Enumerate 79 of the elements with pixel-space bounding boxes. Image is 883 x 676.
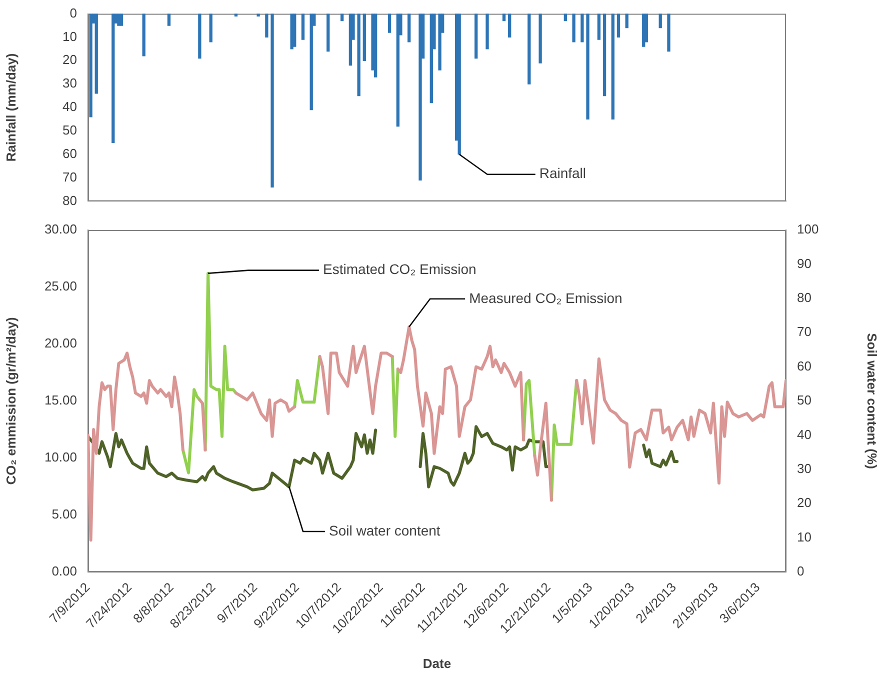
y-tick-label: 15.00	[44, 392, 77, 408]
bar	[572, 14, 576, 42]
bar	[142, 14, 146, 56]
bar	[340, 14, 344, 22]
y2-tick-label: 0	[797, 564, 804, 579]
y2-tick-label: 10	[797, 529, 812, 544]
y-tick-label: 25.00	[44, 278, 77, 294]
bar	[502, 14, 506, 22]
bar	[290, 14, 294, 50]
bar	[265, 14, 268, 38]
bar	[586, 14, 590, 120]
bar	[658, 14, 662, 28]
bar	[597, 14, 601, 40]
bar	[564, 14, 568, 22]
annotation: Estimated CO₂ Emission	[323, 261, 476, 278]
bar	[120, 14, 124, 26]
bar	[89, 14, 92, 118]
y2-tick-label: 40	[797, 426, 812, 442]
bar	[112, 14, 115, 143]
x-axis-title: Date	[422, 656, 452, 671]
bar	[667, 14, 670, 52]
bar	[474, 14, 478, 59]
y2-tick-label: 100	[797, 222, 819, 237]
bar	[362, 14, 366, 61]
bar	[374, 14, 378, 78]
bar	[418, 14, 422, 180]
bar	[580, 14, 584, 42]
y-tick-label: 10.00	[44, 450, 77, 465]
bar	[94, 14, 98, 94]
y-tick-label: 0	[70, 5, 77, 20]
y-tick-label: 30.00	[44, 222, 77, 237]
y2-tick-label: 90	[797, 256, 812, 271]
y-tick-label: 5.00	[52, 506, 77, 522]
bar	[209, 14, 212, 42]
y2-axis-title: Soil water content (%)	[864, 333, 880, 469]
y-tick-label: 60	[62, 146, 77, 161]
y2-tick-label: 50	[797, 392, 812, 408]
bar	[486, 14, 489, 50]
bar	[396, 14, 400, 127]
y-tick-label: 20.00	[44, 336, 77, 351]
bar	[167, 14, 171, 26]
bar	[293, 14, 296, 47]
y-tick-label: 20	[62, 52, 77, 68]
bar	[357, 14, 360, 96]
y-tick-label: 50	[62, 122, 77, 138]
y-tick-label: 40	[62, 99, 77, 114]
y2-tick-label: 70	[797, 324, 812, 340]
bar	[642, 14, 646, 47]
bar	[508, 14, 512, 38]
bar	[256, 14, 260, 16]
y-tick-label: 10	[62, 28, 77, 44]
bar	[528, 14, 531, 84]
y-tick-label: 30	[62, 76, 77, 91]
annotation: Rainfall	[539, 165, 586, 182]
bar	[602, 14, 606, 96]
y-axis-title: CO₂ emmission (gr/m²/day)	[3, 317, 18, 485]
bar	[616, 14, 620, 38]
annotation: Measured CO₂ Emission	[469, 290, 622, 306]
bar	[625, 14, 628, 28]
y-tick-label: 70	[62, 169, 77, 184]
y2-tick-label: 20	[797, 495, 812, 510]
bar	[438, 14, 442, 70]
bar	[301, 14, 305, 40]
bar	[270, 14, 274, 188]
annotation: Soil water content	[329, 522, 440, 538]
y-tick-label: 0.00	[52, 564, 77, 579]
bar	[538, 14, 542, 64]
y-tick-label: 80	[62, 192, 77, 208]
y2-tick-label: 80	[797, 290, 812, 305]
bar	[198, 14, 202, 59]
y2-tick-label: 30	[797, 460, 812, 476]
y-axis-title: Rainfall (mm/day)	[3, 53, 18, 162]
bar	[458, 14, 461, 155]
bar	[388, 14, 392, 33]
bar	[408, 14, 411, 42]
y2-tick-label: 60	[797, 358, 812, 374]
bar	[310, 14, 313, 110]
bar	[326, 14, 330, 52]
bar	[611, 14, 614, 120]
